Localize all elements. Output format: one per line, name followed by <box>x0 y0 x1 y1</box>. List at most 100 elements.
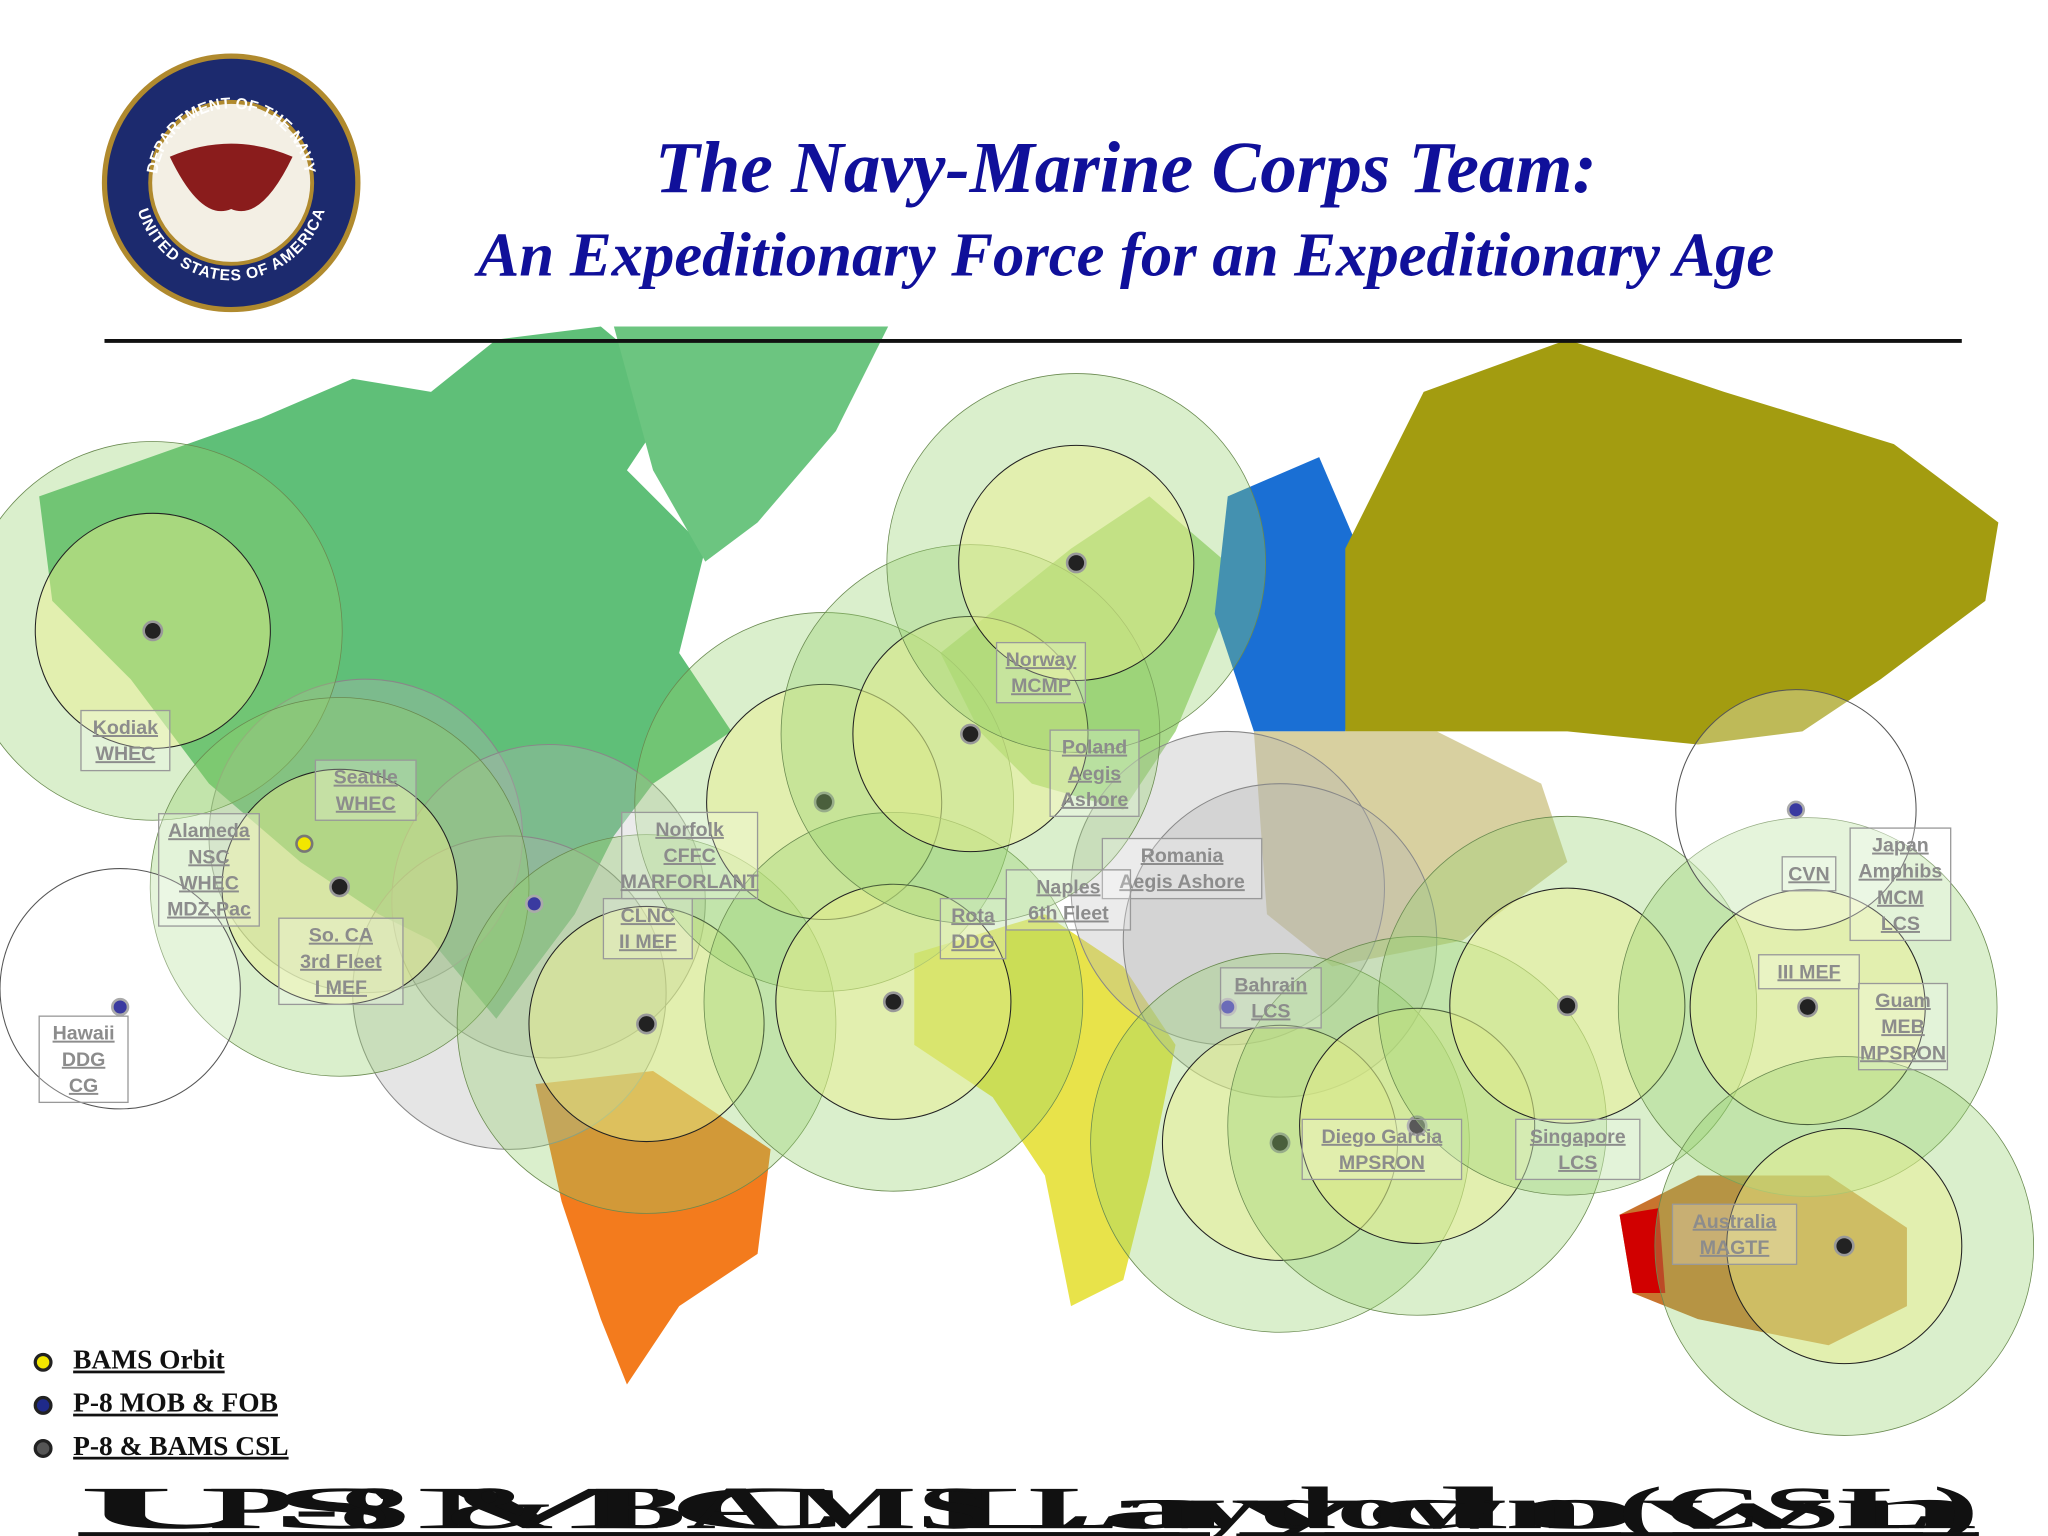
gray-circle <box>352 835 667 1150</box>
site-label: Rota <box>951 905 996 927</box>
site-label: MCMP <box>1011 675 1071 697</box>
coverage-circles <box>0 373 2035 1436</box>
plain-circle <box>0 868 241 1110</box>
site-label: LCS <box>1558 1152 1597 1174</box>
csl-dot <box>636 1013 657 1035</box>
site-label: DDG <box>951 931 995 953</box>
site-label: Diego Garcia <box>1321 1126 1443 1148</box>
site-label: LCS <box>1251 1000 1290 1022</box>
site-label: Seattle <box>334 767 398 789</box>
subtitle: An Expeditionary Force for an Expedition… <box>473 220 1774 290</box>
site-label: DDG <box>62 1049 106 1071</box>
label-box <box>1758 954 1860 990</box>
legend: BAMS Orbit P-8 MOB & FOB P-8 & BAMS CSL <box>33 1345 289 1461</box>
site-label: III MEF <box>1777 961 1840 983</box>
site-labels: Kodiak WHEC Seattle WHEC Alameda NSC WHEC MDZ-P… <box>38 641 1952 1265</box>
navy-seal: DEPARTMENT OF THE NAVY UNITED STATES OF … <box>101 53 361 313</box>
label-box <box>278 917 404 1006</box>
site-label: Amphibs <box>1859 861 1943 883</box>
site-label: CG <box>69 1075 98 1097</box>
site-label: 3rd Fleet <box>300 951 382 973</box>
csl-dot <box>813 791 835 813</box>
bams-dot <box>295 834 314 853</box>
csl-dot <box>1833 1235 1855 1257</box>
label-box <box>80 709 171 772</box>
site-label: Poland <box>1062 737 1127 759</box>
site-label: 6th Fleet <box>1028 903 1109 925</box>
site-label: Aegis Ashore <box>1119 871 1245 893</box>
csl-dot <box>1406 1115 1428 1137</box>
site-label: Naples <box>1036 876 1100 898</box>
site-label: NSC <box>188 846 229 868</box>
gray-circle <box>208 678 523 994</box>
site-label: WHEC <box>179 872 239 894</box>
site-label: MARFORLANT <box>621 871 759 893</box>
label-box <box>1857 982 1949 1071</box>
site-label: So. CA <box>309 925 373 947</box>
label-box <box>602 897 693 960</box>
site-label: Norway <box>1006 649 1077 671</box>
site-label: MPSRON <box>1860 1042 1946 1064</box>
legend-dot <box>33 1439 53 1458</box>
site-label: CFFC <box>664 845 716 867</box>
site-label: Australia <box>1693 1211 1778 1233</box>
legend-dot <box>33 1395 53 1415</box>
label-box <box>1781 856 1837 892</box>
footer-title: USMC Laydown <box>78 1474 1978 1536</box>
label-box <box>939 897 1007 960</box>
label-box <box>995 641 1087 704</box>
site-label: MEB <box>1881 1016 1925 1038</box>
csl-dot <box>1065 552 1087 574</box>
site-label: Ashore <box>1061 789 1129 811</box>
label-box <box>1515 1118 1641 1181</box>
csl-dot <box>882 991 904 1013</box>
site-label: MCM <box>1877 887 1924 909</box>
site-label: I MEF <box>315 977 367 999</box>
site-label: WHEC <box>336 793 396 815</box>
site-label: WHEC <box>95 743 155 765</box>
mob-dot <box>1786 800 1806 819</box>
label-box <box>1219 967 1322 1029</box>
label-box <box>1671 1203 1798 1265</box>
site-label: CVN <box>1788 863 1829 885</box>
label-box <box>1101 837 1263 900</box>
gray-circle <box>391 743 706 1059</box>
outer-circle <box>0 441 343 821</box>
csl-dot <box>1556 995 1578 1017</box>
site-label: Norfolk <box>655 819 724 841</box>
csl-dot <box>959 723 981 745</box>
site-label: MDZ-Pac <box>167 899 251 921</box>
site-label: CLNC <box>621 905 675 927</box>
csl-dot <box>329 876 351 898</box>
site-label: MPSRON <box>1339 1152 1425 1174</box>
csl-dot <box>1269 1132 1291 1154</box>
site-label: Romania <box>1141 845 1225 867</box>
label-box <box>1049 729 1140 817</box>
gray-circle <box>1122 783 1438 1098</box>
site-label: II MEF <box>619 931 677 953</box>
footer-title: P-8 & BAMS Laydown (CSL) <box>209 1474 1979 1536</box>
label-box <box>1301 1118 1463 1181</box>
site-label: Japan <box>1872 835 1929 857</box>
legend-label: P-8 & BAMS CSL <box>73 1431 288 1461</box>
mob-dot <box>525 894 544 913</box>
title: The Navy-Marine Corps Team: <box>655 127 1597 208</box>
site-label: Aegis <box>1068 763 1121 785</box>
label-box <box>158 813 260 927</box>
label-box <box>1849 827 1952 942</box>
label-box <box>314 759 417 821</box>
site-label: MAGTF <box>1700 1237 1770 1259</box>
legend-label: BAMS Orbit <box>73 1345 225 1375</box>
site-label: Guam <box>1875 990 1930 1012</box>
site-label: Alameda <box>168 820 251 842</box>
gray-circle <box>1070 730 1386 1046</box>
site-label: Singapore <box>1530 1126 1626 1148</box>
legend-label: P-8 MOB & FOB <box>73 1388 278 1418</box>
label-box <box>621 811 759 900</box>
legend-dot <box>33 1352 53 1372</box>
csl-dot <box>142 620 164 642</box>
site-label: Kodiak <box>93 717 158 739</box>
